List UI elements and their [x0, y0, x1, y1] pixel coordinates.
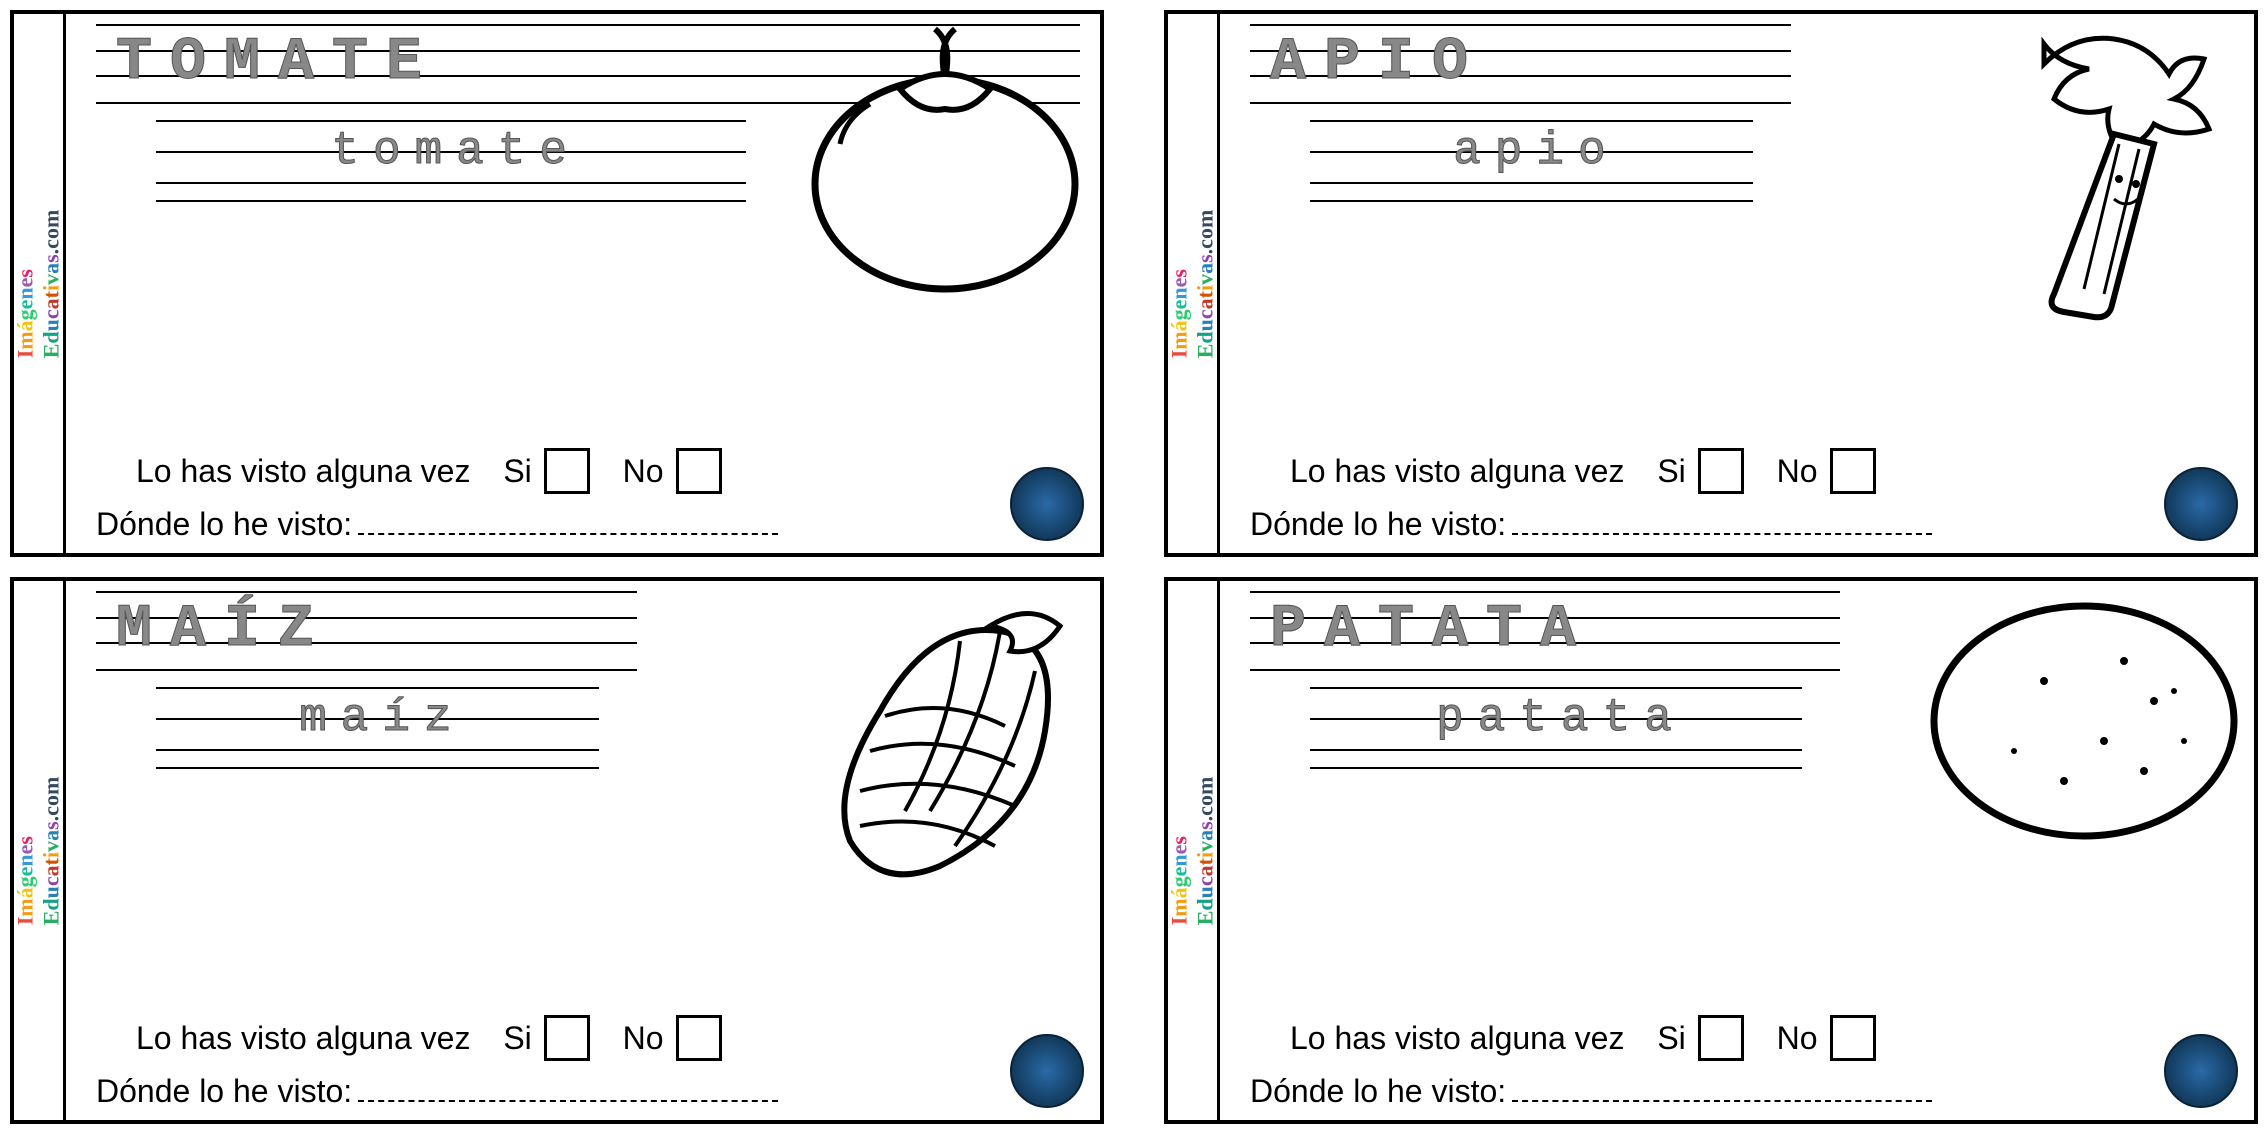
- trace-word-lower: tomate: [156, 125, 746, 177]
- no-label: No: [623, 1020, 664, 1057]
- practice-line[interactable]: [156, 767, 599, 769]
- card-main: PATATA patata Lo has visto alguna vez Si…: [1220, 581, 2254, 1120]
- where-input-line[interactable]: [358, 507, 778, 535]
- no-checkbox[interactable]: [676, 1015, 722, 1061]
- brand-logo: Imágenes Educativas.com: [13, 209, 65, 358]
- brand-line1: Imágenes: [1167, 836, 1192, 925]
- practice-line[interactable]: [1310, 767, 1802, 769]
- brand-sidebar: Imágenes Educativas.com: [1168, 14, 1220, 553]
- brand-line2: Educativas.com: [1193, 209, 1218, 358]
- si-checkbox[interactable]: [544, 1015, 590, 1061]
- watermark-badge: [1010, 467, 1084, 541]
- trace-word-upper: MAÍZ: [96, 596, 637, 664]
- si-label: Si: [503, 453, 531, 490]
- si-checkbox[interactable]: [544, 448, 590, 494]
- no-checkbox[interactable]: [676, 448, 722, 494]
- celery-icon: [1964, 24, 2244, 324]
- worksheet-card: Imágenes Educativas.com PATATA patata: [1164, 577, 2258, 1124]
- where-input-line[interactable]: [1512, 1074, 1932, 1102]
- watermark-badge: [2164, 467, 2238, 541]
- brand-logo: Imágenes Educativas.com: [1167, 776, 1219, 925]
- brand-line1: Imágenes: [13, 836, 38, 925]
- watermark-badge: [1010, 1034, 1084, 1108]
- si-checkbox[interactable]: [1698, 1015, 1744, 1061]
- no-checkbox[interactable]: [1830, 1015, 1876, 1061]
- brand-sidebar: Imágenes Educativas.com: [1168, 581, 1220, 1120]
- brand-sidebar: Imágenes Educativas.com: [14, 581, 66, 1120]
- where-input-line[interactable]: [358, 1074, 778, 1102]
- si-label: Si: [1657, 453, 1685, 490]
- tomato-icon: [800, 24, 1090, 294]
- si-label: Si: [503, 1020, 531, 1057]
- trace-word-lower: apio: [1310, 125, 1753, 177]
- no-label: No: [1777, 453, 1818, 490]
- brand-line1: Imágenes: [13, 269, 38, 358]
- worksheet-card: Imágenes Educativas.com MAÍZ maíz Lo has…: [10, 577, 1104, 1124]
- card-main: APIO apio Lo has visto alguna vez Si No …: [1220, 14, 2254, 553]
- corn-icon: [790, 591, 1090, 891]
- question-label: Lo has visto alguna vez: [1290, 453, 1624, 490]
- brand-logo: Imágenes Educativas.com: [13, 776, 65, 925]
- brand-line2: Educativas.com: [39, 776, 64, 925]
- watermark-badge: [2164, 1034, 2238, 1108]
- si-label: Si: [1657, 1020, 1685, 1057]
- card-main: TOMATE tomate Lo has visto alguna vez Si…: [66, 14, 1100, 553]
- trace-word-lower: maíz: [156, 692, 599, 744]
- trace-word-upper: PATATA: [1250, 596, 1840, 664]
- brand-logo: Imágenes Educativas.com: [1167, 209, 1219, 358]
- trace-word-lower: patata: [1310, 692, 1802, 744]
- brand-line2: Educativas.com: [39, 209, 64, 358]
- brand-line1: Imágenes: [1167, 269, 1192, 358]
- brand-line2: Educativas.com: [1193, 776, 1218, 925]
- practice-line[interactable]: [1310, 200, 1753, 202]
- where-label: Dónde lo he visto:: [1250, 506, 1506, 543]
- brand-sidebar: Imágenes Educativas.com: [14, 14, 66, 553]
- where-input-line[interactable]: [1512, 507, 1932, 535]
- si-checkbox[interactable]: [1698, 448, 1744, 494]
- no-label: No: [1777, 1020, 1818, 1057]
- trace-word-upper: APIO: [1250, 29, 1791, 97]
- no-label: No: [623, 453, 664, 490]
- question-label: Lo has visto alguna vez: [136, 453, 470, 490]
- question-label: Lo has visto alguna vez: [136, 1020, 470, 1057]
- no-checkbox[interactable]: [1830, 448, 1876, 494]
- practice-line[interactable]: [156, 200, 746, 202]
- where-label: Dónde lo he visto:: [1250, 1073, 1506, 1110]
- potato-icon: [1924, 591, 2244, 851]
- card-main: MAÍZ maíz Lo has visto alguna vez Si No …: [66, 581, 1100, 1120]
- worksheet-card: Imágenes Educativas.com TOMATE tomate Lo…: [10, 10, 1104, 557]
- where-label: Dónde lo he visto:: [96, 506, 352, 543]
- worksheet-card: Imágenes Educativas.com APIO apio Lo ha: [1164, 10, 2258, 557]
- question-label: Lo has visto alguna vez: [1290, 1020, 1624, 1057]
- where-label: Dónde lo he visto:: [96, 1073, 352, 1110]
